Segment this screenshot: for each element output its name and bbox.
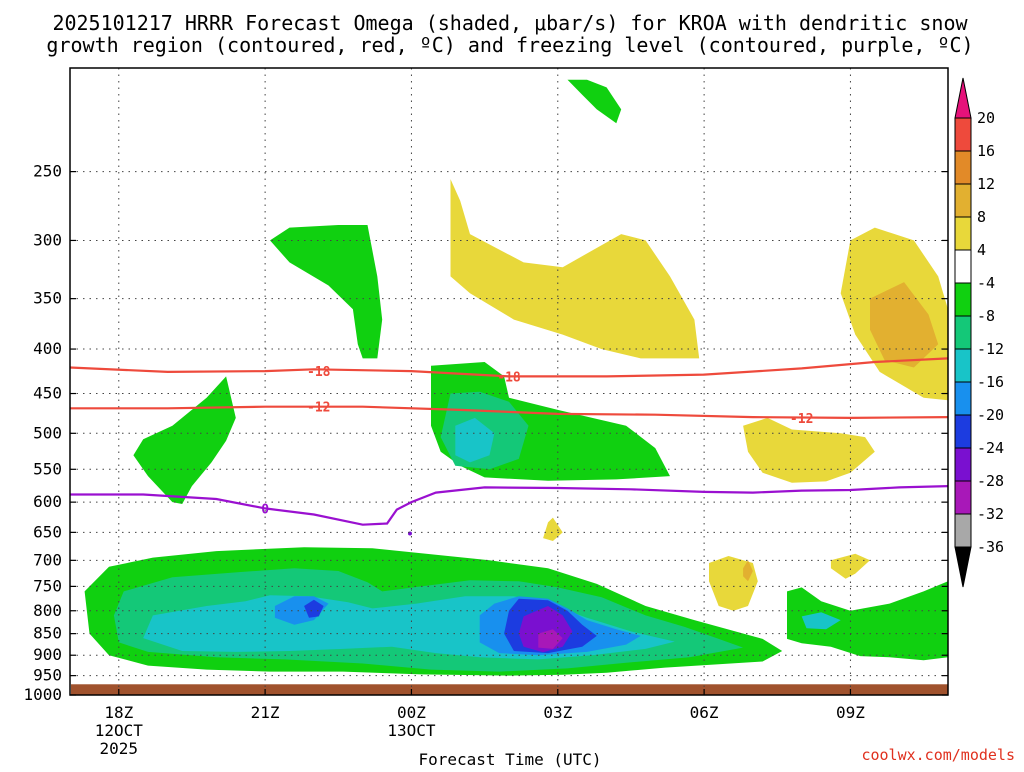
chart-title-line-2: growth region (contoured, red, ºC) and f… — [46, 33, 973, 57]
colorbar-tick-label: 20 — [977, 109, 995, 127]
y-axis: 250 300 350 400 450 500 550 600 650 700 750 800 850 9… — [23, 162, 948, 704]
y-tick-label: 600 — [33, 492, 62, 511]
omega-area-orange-06z — [743, 560, 753, 582]
colorbar-tick-label: 8 — [977, 208, 986, 226]
colorbar-segment — [954, 249, 972, 284]
x-tick-date: 13OCT — [387, 721, 436, 740]
chart-title-line-1: 2025101217 HRRR Forecast Omega (shaded, … — [52, 11, 968, 35]
colorbar-tick-label: -8 — [977, 307, 995, 325]
plot-area: -18 -18 -12 -12 0 — [69, 67, 949, 696]
colorbar-segment — [954, 183, 972, 218]
x-tick-label: 21Z — [251, 703, 280, 722]
omega-area-cyan-right — [801, 612, 841, 630]
colorbar-tick-label: -20 — [977, 406, 1004, 424]
omega-area-yellow-lower-08z — [830, 553, 870, 579]
y-tick-label: 500 — [33, 423, 62, 442]
contour-label: -12 — [790, 412, 813, 427]
omega-area-green-top-04z — [567, 79, 622, 124]
x-tick-label: 00Z — [397, 703, 426, 722]
x-tick-date: 12OCT — [95, 721, 144, 740]
y-tick-label: 400 — [33, 339, 62, 358]
colorbar-segment — [954, 348, 972, 383]
contour-label: 0 — [261, 502, 269, 517]
contour-line-2 — [70, 485, 949, 526]
omega-area-purple-core — [538, 629, 563, 649]
y-tick-label: 800 — [33, 601, 62, 620]
colorbar-tick-label: -16 — [977, 373, 1004, 391]
colorbar-tick-label: 4 — [977, 241, 986, 259]
contour-label: -12 — [307, 401, 330, 416]
x-tick-label: 09Z — [836, 703, 865, 722]
omega-area-cyan-mid — [455, 417, 495, 463]
colorbar-segment — [954, 414, 972, 449]
contour-line-1 — [70, 405, 949, 420]
x-tick-year: 2025 — [100, 739, 139, 758]
colorbar-segment — [954, 447, 972, 482]
colorbar-segment — [954, 381, 972, 416]
x-tick-label: 18Z — [104, 703, 133, 722]
colorbar-segment — [954, 513, 972, 548]
colorbar-tick-label: -28 — [977, 472, 1004, 490]
x-axis-label: Forecast Time (UTC) — [418, 750, 601, 768]
colorbar-segment — [954, 282, 972, 317]
colorbar-segment — [954, 150, 972, 185]
omega-area-yellow-upper-01z — [450, 179, 700, 359]
y-tick-label: 250 — [33, 162, 62, 181]
y-tick-label: 550 — [33, 459, 62, 478]
colorbar-segment — [954, 480, 972, 515]
colorbar-tick-label: 12 — [977, 175, 995, 193]
y-tick-label: 350 — [33, 289, 62, 308]
y-tick-label: 700 — [33, 550, 62, 569]
colorbar-tick-label: -24 — [977, 439, 1004, 457]
colorbar-segment — [954, 216, 972, 251]
contour-label: -18 — [307, 365, 331, 380]
plot-frame — [69, 67, 949, 696]
omega-area-green-upper-21z — [270, 225, 383, 359]
y-tick-label: 650 — [33, 522, 62, 541]
ground-strip — [71, 684, 948, 695]
omega-area-yellow-small-03z — [543, 517, 563, 541]
colorbar-tick-label: -36 — [977, 538, 1004, 556]
colorbar-tick-label: -4 — [977, 274, 995, 292]
y-tick-label: 450 — [33, 384, 62, 403]
contour-label: -18 — [497, 370, 521, 385]
omega-area-deepblue-21z — [304, 599, 324, 618]
omega-area-yellow-mid-07z — [743, 417, 875, 483]
x-tick-label: 06Z — [690, 703, 719, 722]
y-tick-label: 750 — [33, 576, 62, 595]
colorbar-segment — [954, 315, 972, 350]
colorbar-top-arrow — [954, 77, 972, 119]
x-tick-label: 03Z — [543, 703, 572, 722]
colorbar: 20 16 12 8 4 -4 -8 -12 -16 -20 -24 -28 -32 -36 — [954, 77, 1004, 588]
y-tick-label: 300 — [33, 230, 62, 249]
colorbar-tick-label: 16 — [977, 142, 995, 160]
y-tick-label: 950 — [33, 666, 62, 685]
credit-link[interactable]: coolwx.com/models — [861, 746, 1015, 764]
colorbar-tick-label: -32 — [977, 505, 1004, 523]
y-tick-label: 1000 — [23, 685, 62, 704]
colorbar-segment — [954, 117, 972, 152]
omega-area-green-lower-right — [787, 581, 948, 661]
colorbar-tick-label: -12 — [977, 340, 1004, 358]
y-tick-label: 900 — [33, 645, 62, 664]
colorbar-bottom-arrow — [954, 546, 972, 588]
omega-area-orange-09z — [870, 282, 939, 368]
y-tick-label: 850 — [33, 624, 62, 643]
contour-line-0 — [69, 357, 949, 378]
